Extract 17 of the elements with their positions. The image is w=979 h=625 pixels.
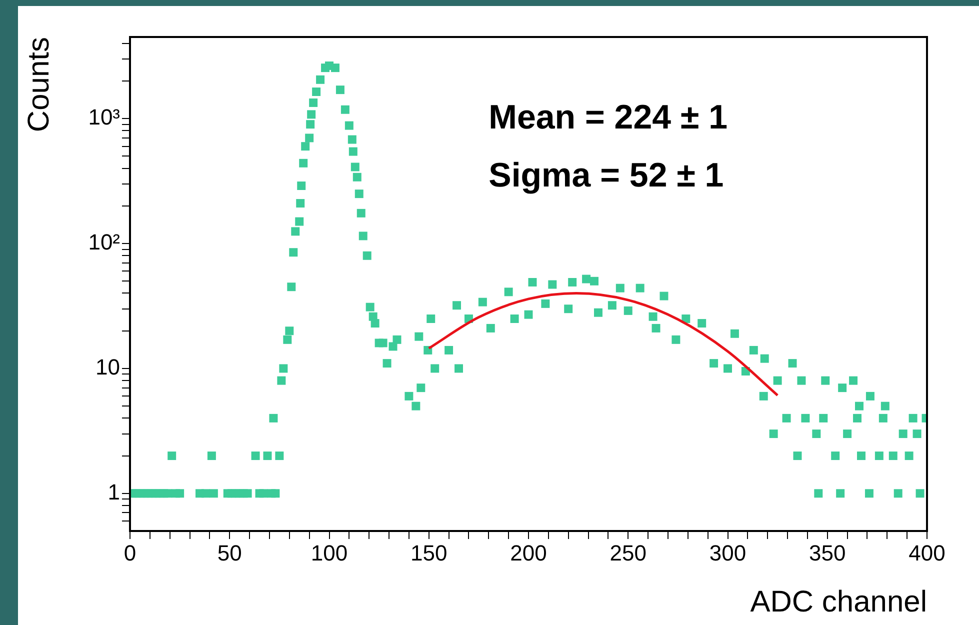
x-tick-label: 150 bbox=[410, 540, 448, 566]
x-axis-title: ADC channel bbox=[750, 585, 927, 618]
x-tick-label: 250 bbox=[610, 540, 646, 566]
y-tick-label: 10³ bbox=[88, 104, 120, 130]
x-tick-label: 0 bbox=[124, 540, 136, 566]
y-tick-label: 10 bbox=[96, 354, 120, 380]
y-axis-title: Counts bbox=[22, 37, 56, 132]
x-tick-label: 400 bbox=[908, 540, 946, 566]
x-tick-label: 50 bbox=[217, 540, 242, 566]
x-tick-label: 300 bbox=[709, 540, 746, 566]
x-tick-label: 200 bbox=[510, 540, 547, 566]
x-tick-label: 350 bbox=[809, 540, 846, 566]
annotation: Mean = 224 ± 1 bbox=[488, 98, 728, 136]
annotation: Sigma = 52 ± 1 bbox=[488, 156, 724, 194]
y-tick-label: 1 bbox=[108, 479, 120, 504]
x-tick-label: 100 bbox=[310, 540, 348, 566]
y-tick-label: 10² bbox=[88, 230, 120, 255]
